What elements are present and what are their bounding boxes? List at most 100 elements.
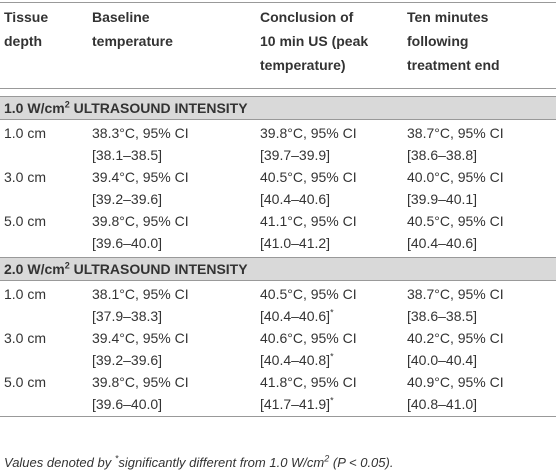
superscript: 2 [64, 260, 70, 271]
value-cell: [39.6–40.0] [92, 232, 162, 254]
text-run: 39.4°C, 95% CI [92, 330, 189, 346]
depth-cell: 1.0 cm [4, 122, 46, 144]
text-run: [39.9–40.1] [407, 191, 478, 207]
value-cell: [40.4–40.8]* [260, 349, 334, 371]
header-cell: 10 min US (peak [260, 30, 368, 52]
text-run: [38.6–38.8] [407, 147, 478, 163]
text-run: [41.7–41.9] [260, 396, 331, 412]
text-run: ULTRASOUND INTENSITY [69, 100, 248, 116]
value-cell: 38.1°C, 95% CI [92, 283, 189, 305]
value-cell: [41.7–41.9]* [260, 393, 334, 415]
value-cell: 41.1°C, 95% CI [260, 210, 357, 232]
text-run: [39.6–40.0] [92, 396, 163, 412]
bottom-rule [0, 416, 556, 417]
text-run: [39.7–39.9] [260, 147, 331, 163]
text-run: 41.1°C, 95% CI [260, 213, 357, 229]
text-run: [39.2–39.6] [92, 352, 163, 368]
text-run: [40.4–40.6] [260, 308, 331, 324]
text-run: [41.0–41.2] [260, 235, 331, 251]
text-run: 10 min US (peak [260, 33, 369, 49]
depth-cell: 3.0 cm [4, 327, 46, 349]
text-run: 40.6°C, 95% CI [260, 330, 357, 346]
header-cell: Baseline [92, 6, 150, 28]
text-run: temperature [92, 33, 173, 49]
section-title: 1.0 W/cm2 ULTRASOUND INTENSITY [4, 97, 248, 119]
value-cell: 41.8°C, 95% CI [260, 371, 357, 393]
value-cell: [40.0–40.4] [407, 349, 477, 371]
text-run: Conclusion of [260, 9, 354, 25]
depth-cell: 5.0 cm [4, 210, 46, 232]
header-cell: depth [4, 30, 42, 52]
value-cell: 40.5°C, 95% CI [407, 210, 504, 232]
text-run: 39.8°C, 95% CI [260, 125, 357, 141]
value-cell: 38.7°C, 95% CI [407, 122, 504, 144]
value-cell: [37.9–38.3] [92, 305, 162, 327]
header-cell: temperature [92, 30, 173, 52]
text-run: 39.8°C, 95% CI [92, 374, 189, 390]
value-cell: [40.4–40.6]* [260, 305, 334, 327]
value-cell: [40.8–41.0] [407, 393, 477, 415]
superscript: 2 [64, 99, 70, 110]
header-cell: Ten minutes [407, 6, 488, 28]
value-cell: 38.3°C, 95% CI [92, 122, 189, 144]
value-cell: 40.2°C, 95% CI [407, 327, 504, 349]
text-run: 40.0°C, 95% CI [407, 169, 504, 185]
value-cell: 39.8°C, 95% CI [92, 210, 189, 232]
text-run: ULTRASOUND INTENSITY [69, 261, 248, 277]
value-cell: 38.7°C, 95% CI [407, 283, 504, 305]
value-cell: 39.4°C, 95% CI [92, 327, 189, 349]
value-cell: 40.6°C, 95% CI [260, 327, 357, 349]
depth-cell: 5.0 cm [4, 371, 46, 393]
text-run: [40.4–40.8] [260, 352, 331, 368]
header-cell: treatment end [407, 54, 500, 76]
text-run: [40.4–40.6] [260, 191, 331, 207]
text-run: [38.1–38.5] [92, 147, 163, 163]
value-cell: [40.4–40.6] [407, 232, 477, 254]
text-run: 40.5°C, 95% CI [407, 213, 504, 229]
value-cell: 39.8°C, 95% CI [260, 122, 357, 144]
text-run: 2.0 W/cm [4, 261, 65, 277]
text-run: (P < 0.05). [329, 455, 394, 470]
text-run: [37.9–38.3] [92, 308, 163, 324]
value-cell: 39.4°C, 95% CI [92, 166, 189, 188]
text-run: 3.0 cm [4, 330, 47, 346]
header-cell: temperature) [260, 54, 346, 76]
header-cell: following [407, 30, 468, 52]
text-run: [40.8–41.0] [407, 396, 478, 412]
text-run: Baseline [92, 9, 150, 25]
value-cell: [38.6–38.5] [407, 305, 477, 327]
value-cell: [39.2–39.6] [92, 188, 162, 210]
value-cell: [39.9–40.1] [407, 188, 477, 210]
header-cell: Tissue [4, 6, 48, 28]
text-run: 40.5°C, 95% CI [260, 169, 357, 185]
value-cell: 40.0°C, 95% CI [407, 166, 504, 188]
value-cell: [39.7–39.9] [260, 144, 330, 166]
value-cell: 40.5°C, 95% CI [260, 166, 357, 188]
superscript: * [330, 351, 334, 362]
text-run: 38.1°C, 95% CI [92, 286, 189, 302]
text-run: 1.0 W/cm [4, 100, 65, 116]
text-run: 40.9°C, 95% CI [407, 374, 504, 390]
text-run: 40.2°C, 95% CI [407, 330, 504, 346]
text-run: depth [4, 33, 43, 49]
header-rule [0, 88, 556, 89]
value-cell: 40.5°C, 95% CI [260, 283, 357, 305]
footnote: Values denoted by *significantly differe… [4, 452, 393, 473]
superscript: * [114, 453, 119, 464]
superscript: * [330, 307, 334, 318]
text-run: Ten minutes [407, 9, 489, 25]
text-run: 40.5°C, 95% CI [260, 286, 357, 302]
top-rule [0, 2, 556, 3]
text-run: 38.3°C, 95% CI [92, 125, 189, 141]
text-run: 1.0 cm [4, 125, 47, 141]
text-run: 5.0 cm [4, 213, 47, 229]
text-run: [38.6–38.5] [407, 308, 478, 324]
text-run: 38.7°C, 95% CI [407, 286, 504, 302]
text-run: 41.8°C, 95% CI [260, 374, 357, 390]
header-cell: Conclusion of [260, 6, 353, 28]
text-run: 1.0 cm [4, 286, 47, 302]
text-run: treatment end [407, 57, 500, 73]
text-run: 38.7°C, 95% CI [407, 125, 504, 141]
text-run: 5.0 cm [4, 374, 47, 390]
text-run: 39.4°C, 95% CI [92, 169, 189, 185]
